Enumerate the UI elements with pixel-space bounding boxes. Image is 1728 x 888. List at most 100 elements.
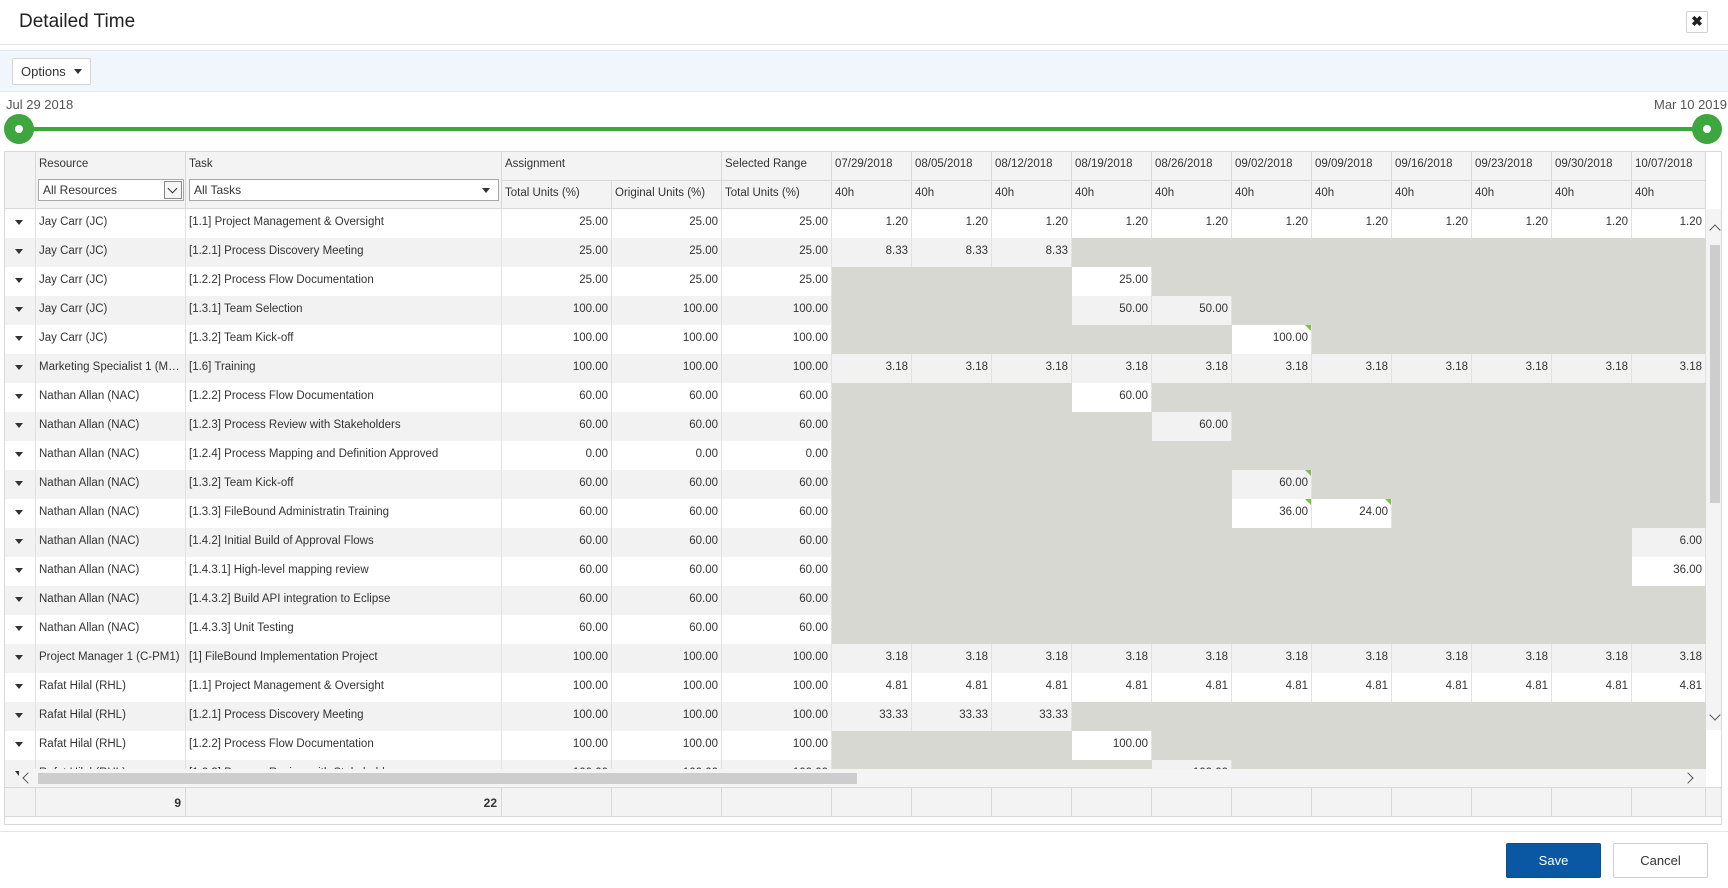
row-expand-toggle[interactable] [5, 470, 36, 499]
week-cell-value[interactable]: 4.81 [1472, 673, 1552, 702]
table-row[interactable]: Nathan Allan (NAC) [1.3.2] Team Kick-off 6… [5, 470, 1706, 499]
task-filter-select[interactable]: All Tasks [189, 179, 499, 201]
row-total-units[interactable]: 100.00 [502, 644, 612, 673]
week-cell-value[interactable]: 1.20 [1072, 209, 1152, 238]
row-total-units[interactable]: 100.00 [502, 325, 612, 354]
options-dropdown-button[interactable]: Options [12, 58, 91, 85]
row-range-total-units[interactable]: 100.00 [722, 673, 832, 702]
week-cell-value[interactable]: 25.00 [1072, 267, 1152, 296]
cancel-button[interactable]: Cancel [1613, 843, 1708, 878]
row-original-units[interactable]: 100.00 [612, 702, 722, 731]
row-total-units[interactable]: 60.00 [502, 586, 612, 615]
row-expand-toggle[interactable] [5, 441, 36, 470]
row-range-total-units[interactable]: 100.00 [722, 354, 832, 383]
row-total-units[interactable]: 60.00 [502, 499, 612, 528]
table-row[interactable]: Nathan Allan (NAC) [1.2.2] Process Flow D… [5, 383, 1706, 412]
scroll-right-icon[interactable] [1682, 771, 1697, 785]
week-cell-value[interactable]: 3.18 [1232, 644, 1312, 673]
table-row[interactable]: Jay Carr (JC) [1.2.2] Process Flow Docume… [5, 267, 1706, 296]
row-total-units[interactable]: 60.00 [502, 615, 612, 644]
week-cell-value[interactable]: 3.18 [1472, 354, 1552, 383]
row-total-units[interactable]: 100.00 [502, 296, 612, 325]
row-expand-toggle[interactable] [5, 586, 36, 615]
scroll-up-icon[interactable] [1708, 221, 1721, 236]
week-cell-value[interactable]: 4.81 [1152, 673, 1232, 702]
row-original-units[interactable]: 25.00 [612, 238, 722, 267]
row-expand-toggle[interactable] [5, 412, 36, 441]
row-original-units[interactable]: 60.00 [612, 528, 722, 557]
row-range-total-units[interactable]: 60.00 [722, 470, 832, 499]
week-cell-value[interactable]: 4.81 [832, 673, 912, 702]
week-cell-value[interactable]: 33.33 [832, 702, 912, 731]
row-range-total-units[interactable]: 100.00 [722, 702, 832, 731]
week-cell-value[interactable]: 1.20 [832, 209, 912, 238]
week-cell-value[interactable]: 3.18 [1072, 644, 1152, 673]
close-icon[interactable]: ✖ [1686, 11, 1708, 33]
row-original-units[interactable]: 60.00 [612, 470, 722, 499]
row-expand-toggle[interactable] [5, 673, 36, 702]
table-row[interactable]: Jay Carr (JC) [1.1] Project Management & … [5, 209, 1706, 238]
week-cell-value[interactable]: 60.00 [1152, 412, 1232, 441]
week-cell-value[interactable]: 6.00 [1632, 528, 1706, 557]
week-cell-value[interactable]: 1.20 [1552, 209, 1632, 238]
row-original-units[interactable]: 60.00 [612, 499, 722, 528]
week-cell-value[interactable]: 3.18 [1392, 354, 1472, 383]
row-total-units[interactable]: 60.00 [502, 412, 612, 441]
week-cell-value[interactable]: 3.18 [1312, 354, 1392, 383]
row-expand-toggle[interactable] [5, 209, 36, 238]
row-expand-toggle[interactable] [5, 499, 36, 528]
week-cell-value[interactable]: 3.18 [832, 644, 912, 673]
table-row[interactable]: Nathan Allan (NAC) [1.4.3.3] Unit Testing… [5, 615, 1706, 644]
week-cell-value[interactable]: 3.18 [1472, 644, 1552, 673]
week-cell-value[interactable]: 3.18 [912, 354, 992, 383]
row-expand-toggle[interactable] [5, 557, 36, 586]
row-total-units[interactable]: 60.00 [502, 383, 612, 412]
row-original-units[interactable]: 25.00 [612, 267, 722, 296]
row-range-total-units[interactable]: 60.00 [722, 586, 832, 615]
table-row[interactable]: Rafat Hilal (RHL) [1.2.2] Process Flow Do… [5, 731, 1706, 760]
table-row[interactable]: Nathan Allan (NAC) [1.4.2] Initial Build … [5, 528, 1706, 557]
week-cell-value[interactable]: 3.18 [1632, 644, 1706, 673]
week-cell-value[interactable]: 36.00 [1632, 557, 1706, 586]
week-cell-value[interactable]: 4.81 [912, 673, 992, 702]
row-original-units[interactable]: 100.00 [612, 354, 722, 383]
week-cell-value[interactable]: 4.81 [992, 673, 1072, 702]
row-total-units[interactable]: 100.00 [502, 702, 612, 731]
row-expand-toggle[interactable] [5, 267, 36, 296]
row-expand-toggle[interactable] [5, 731, 36, 760]
week-cell-value[interactable]: 1.20 [992, 209, 1072, 238]
row-total-units[interactable]: 100.00 [502, 731, 612, 760]
week-cell-value[interactable]: 4.81 [1552, 673, 1632, 702]
row-original-units[interactable]: 100.00 [612, 296, 722, 325]
week-cell-value[interactable]: 4.81 [1392, 673, 1472, 702]
table-row[interactable]: Marketing Specialist 1 (MK… [1.6] Trainin… [5, 354, 1706, 383]
row-original-units[interactable]: 60.00 [612, 412, 722, 441]
row-range-total-units[interactable]: 60.00 [722, 557, 832, 586]
row-range-total-units[interactable]: 100.00 [722, 296, 832, 325]
week-cell-value[interactable]: 3.18 [1632, 354, 1706, 383]
row-expand-toggle[interactable] [5, 296, 36, 325]
row-expand-toggle[interactable] [5, 615, 36, 644]
resource-filter-select[interactable]: All Resources [38, 179, 184, 201]
row-range-total-units[interactable]: 25.00 [722, 209, 832, 238]
week-cell-value[interactable]: 100.00 [1232, 325, 1312, 354]
range-end-handle[interactable] [1692, 114, 1722, 144]
vertical-scroll-thumb[interactable] [1710, 245, 1720, 503]
week-cell-value[interactable]: 4.81 [1632, 673, 1706, 702]
week-cell-value[interactable]: 1.20 [912, 209, 992, 238]
row-original-units[interactable]: 25.00 [612, 209, 722, 238]
table-row[interactable]: Jay Carr (JC) [1.3.1] Team Selection 100.0… [5, 296, 1706, 325]
table-row[interactable]: Project Manager 1 (C-PM1) [1] FileBound I… [5, 644, 1706, 673]
week-cell-value[interactable]: 1.20 [1472, 209, 1552, 238]
row-range-total-units[interactable]: 60.00 [722, 615, 832, 644]
week-cell-value[interactable]: 50.00 [1152, 296, 1232, 325]
week-cell-value[interactable]: 33.33 [992, 702, 1072, 731]
week-cell-value[interactable]: 60.00 [1232, 470, 1312, 499]
row-expand-toggle[interactable] [5, 702, 36, 731]
table-row[interactable]: Jay Carr (JC) [1.3.2] Team Kick-off 100.00… [5, 325, 1706, 354]
table-row[interactable]: Rafat Hilal (RHL) [1.2.1] Process Discove… [5, 702, 1706, 731]
table-row[interactable]: Nathan Allan (NAC) [1.4.3.2] Build API in… [5, 586, 1706, 615]
week-cell-value[interactable]: 100.00 [1072, 731, 1152, 760]
table-row[interactable]: Nathan Allan (NAC) [1.3.3] FileBound Admi… [5, 499, 1706, 528]
table-row[interactable]: Rafat Hilal (RHL) [1.1] Project Managemen… [5, 673, 1706, 702]
